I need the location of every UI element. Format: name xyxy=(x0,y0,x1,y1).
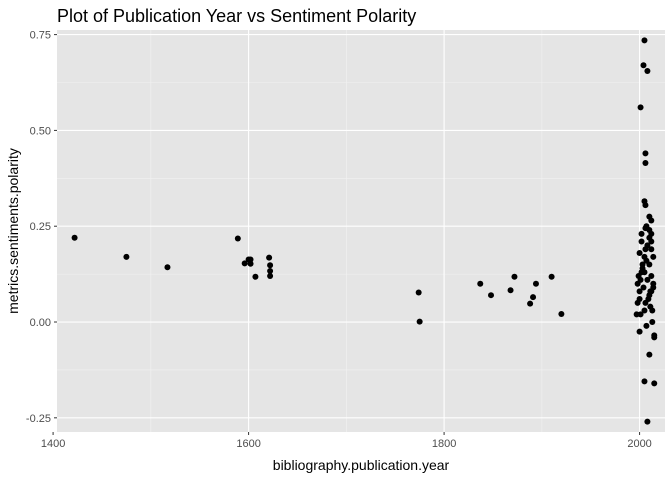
data-point xyxy=(234,235,241,242)
data-point xyxy=(648,238,655,245)
data-point xyxy=(637,311,644,318)
data-point xyxy=(644,276,651,283)
data-point xyxy=(644,68,651,75)
data-point xyxy=(644,418,651,425)
data-point xyxy=(415,289,422,296)
data-point xyxy=(649,319,656,326)
data-point xyxy=(647,288,654,295)
data-point xyxy=(638,230,645,237)
data-point xyxy=(488,292,495,299)
data-point xyxy=(651,332,658,339)
data-point xyxy=(639,261,646,268)
data-point xyxy=(642,299,649,306)
data-point xyxy=(511,273,518,280)
x-tick-label: 1400 xyxy=(41,438,65,450)
data-point xyxy=(636,296,643,303)
data-point xyxy=(247,260,254,267)
data-point xyxy=(530,294,537,301)
data-point xyxy=(252,273,259,280)
data-point xyxy=(651,380,658,387)
major-gridlines xyxy=(57,30,665,432)
data-point xyxy=(636,288,643,295)
data-point xyxy=(642,246,649,253)
x-axis-ticks: 1400 1600 1800 2000 xyxy=(41,432,652,450)
data-point xyxy=(637,104,644,111)
data-point xyxy=(636,250,643,257)
minor-gridlines xyxy=(57,30,665,432)
data-point xyxy=(641,37,648,44)
data-point xyxy=(548,273,555,280)
data-point xyxy=(640,62,647,69)
y-tick-label: 0.50 xyxy=(30,125,51,137)
data-point xyxy=(643,257,650,264)
plot-panel xyxy=(57,30,665,432)
data-point xyxy=(648,246,655,253)
data-point xyxy=(477,280,484,287)
data-point xyxy=(635,273,642,280)
data-point xyxy=(636,328,643,335)
data-point xyxy=(642,159,649,166)
data-point xyxy=(267,268,274,275)
x-tick-label: 1800 xyxy=(432,438,456,450)
data-points xyxy=(71,37,658,425)
y-axis-title: metrics.sentiments.polarity xyxy=(5,148,21,314)
x-axis-title: bibliography.publication.year xyxy=(273,457,450,473)
data-point xyxy=(646,351,653,358)
data-point xyxy=(527,300,534,307)
data-point xyxy=(532,280,539,287)
data-point xyxy=(648,273,655,280)
data-point xyxy=(641,269,648,276)
y-tick-label: -0.25 xyxy=(26,413,51,425)
data-point xyxy=(71,234,78,241)
data-point xyxy=(648,217,655,224)
data-point xyxy=(643,322,650,329)
data-point xyxy=(558,310,565,317)
y-tick-label: 0.25 xyxy=(30,221,51,233)
data-point xyxy=(247,256,254,263)
data-point xyxy=(634,280,641,287)
data-point xyxy=(650,253,657,260)
x-tick-label: 1600 xyxy=(236,438,260,450)
data-point xyxy=(641,307,648,314)
data-point xyxy=(266,254,273,261)
data-point xyxy=(416,318,423,325)
data-point xyxy=(164,264,171,271)
y-tick-label: 0.75 xyxy=(30,30,51,42)
data-point xyxy=(507,287,514,294)
data-point xyxy=(123,253,130,260)
data-point xyxy=(647,303,654,310)
chart-title: Plot of Publication Year vs Sentiment Po… xyxy=(57,6,416,26)
x-tick-label: 2000 xyxy=(627,438,651,450)
data-point xyxy=(642,150,649,157)
data-point xyxy=(650,280,657,287)
data-point xyxy=(642,202,649,209)
data-point xyxy=(641,378,648,385)
data-point xyxy=(241,260,248,267)
data-point xyxy=(267,273,274,280)
y-axis-ticks: -0.25 0.00 0.25 0.50 0.75 xyxy=(26,30,57,425)
data-point xyxy=(640,284,647,291)
y-tick-label: 0.00 xyxy=(30,317,51,329)
data-point xyxy=(646,227,653,234)
data-point xyxy=(638,238,645,245)
data-point xyxy=(267,262,274,269)
